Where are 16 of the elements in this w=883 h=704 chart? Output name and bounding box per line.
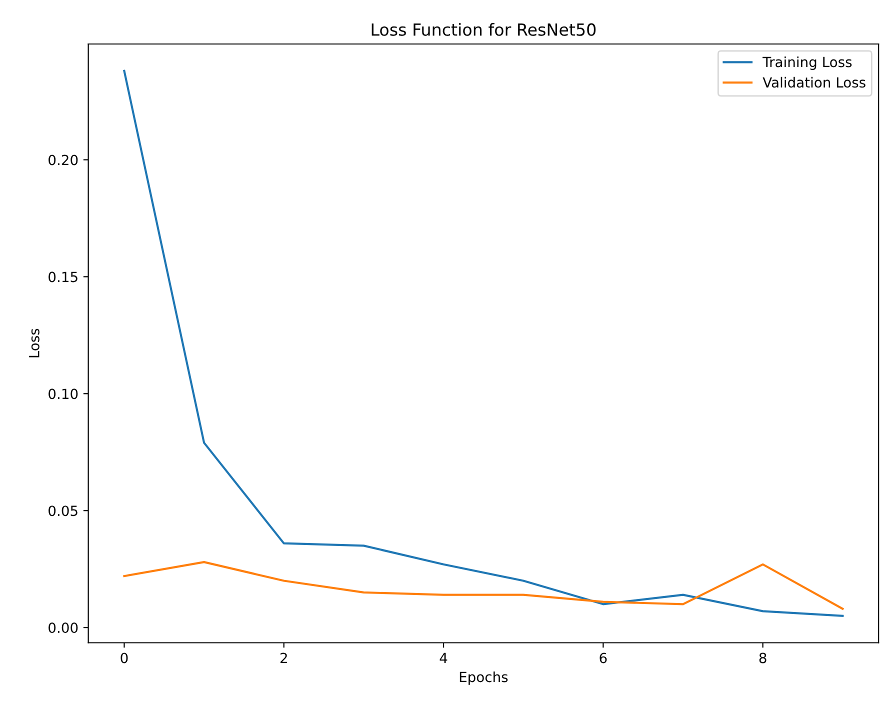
chart-title: Loss Function for ResNet50 <box>372 23 596 36</box>
x-tick-label: 0 <box>120 652 128 664</box>
line-series <box>123 561 844 610</box>
y-axis-title: Loss <box>29 328 40 358</box>
x-tick-label: 4 <box>440 652 448 664</box>
legend-label: Validation Loss <box>762 76 866 88</box>
x-tick-label: 2 <box>280 652 287 664</box>
y-tick-label: 0.00 <box>48 622 78 634</box>
x-axis-title: Epochs <box>460 671 508 685</box>
legend-label: Training Loss <box>762 56 852 70</box>
y-tick-label: 0.20 <box>48 154 78 166</box>
x-tick-label: 8 <box>759 652 766 664</box>
y-tick-label: 0.10 <box>48 388 78 400</box>
y-tick-label: 0.15 <box>48 272 78 282</box>
x-tick-label: 6 <box>600 652 607 664</box>
y-tick-label: 0.05 <box>48 506 78 516</box>
